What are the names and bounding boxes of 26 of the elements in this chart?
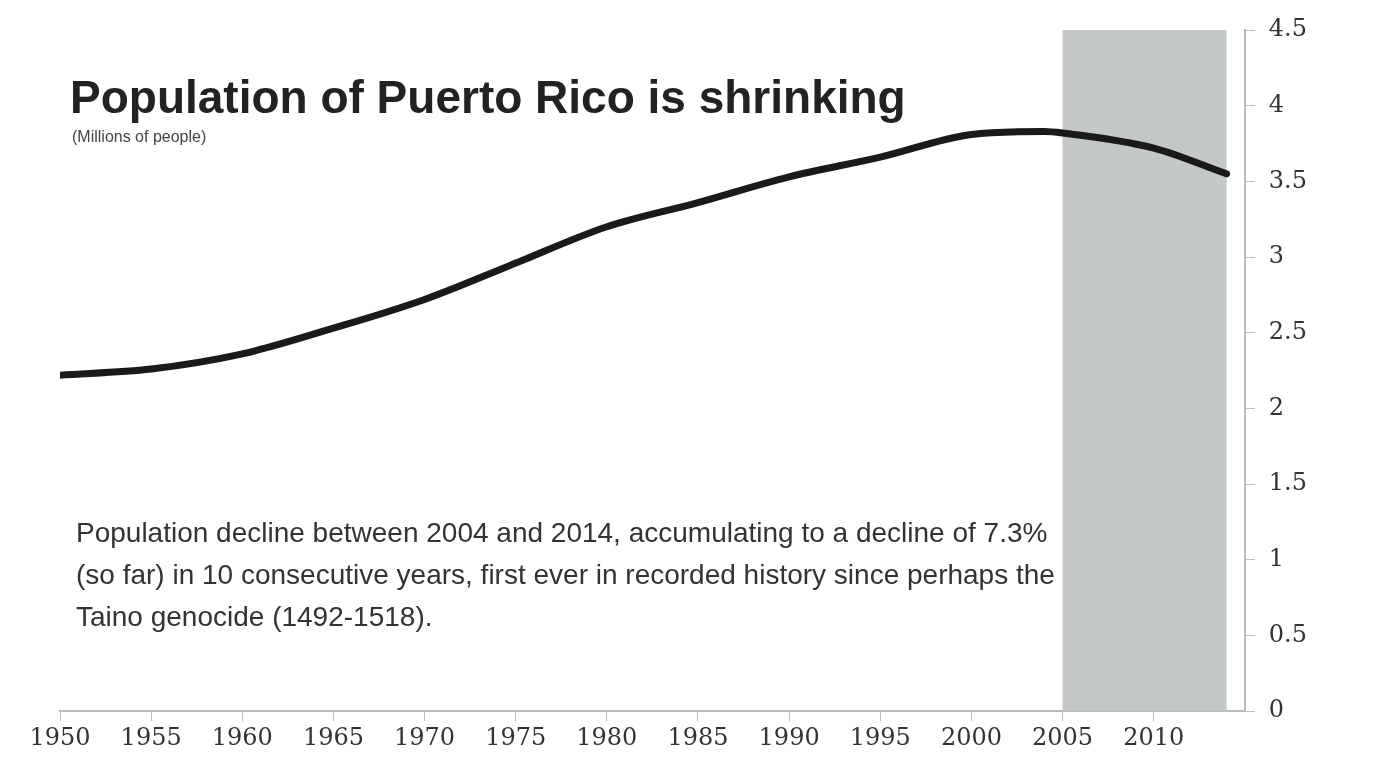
- y-tick-label: 2.5: [1268, 316, 1307, 345]
- x-tick-label: 2000: [940, 722, 1002, 751]
- x-tick-label: 1980: [576, 722, 638, 751]
- x-tick-label: 2005: [1032, 722, 1094, 751]
- x-tick-label: 1970: [394, 722, 456, 751]
- x-tick-label: 1975: [485, 722, 547, 751]
- y-tick-label: 3.5: [1268, 165, 1307, 194]
- annotation: Population decline between 2004 and 2014, accumulating to a decline of 7.3% (so far) in 10 consecutive years, first ever in recorded history since perhaps the Taino genocide (1492-1518).: [76, 516, 1056, 634]
- y-tick-label: 1.5: [1268, 468, 1307, 497]
- y-tick-label: 0: [1268, 695, 1285, 724]
- y-tick-label: 2: [1268, 392, 1285, 421]
- y-tick-label: 3: [1268, 241, 1285, 270]
- y-tick-label: 0.5: [1268, 619, 1307, 648]
- x-tick-label: 1950: [29, 722, 91, 751]
- x-tick-label: 2010: [1123, 722, 1185, 751]
- y-tick-label: 4.5: [1268, 14, 1307, 43]
- x-tick-label: 1955: [120, 722, 182, 751]
- text: Population of Puerto Rico is shrinking: [70, 70, 906, 124]
- x-tick-label: 1990: [758, 722, 820, 751]
- x-tick-label: 1995: [849, 722, 911, 751]
- x-tick-label: 1960: [211, 722, 273, 751]
- x-tick-label: 1965: [302, 722, 364, 751]
- text: (Millions of people): [72, 128, 207, 146]
- y-tick-label: 4: [1268, 89, 1285, 118]
- y-tick-label: 1: [1268, 544, 1285, 573]
- x-tick-label: 1985: [667, 722, 729, 751]
